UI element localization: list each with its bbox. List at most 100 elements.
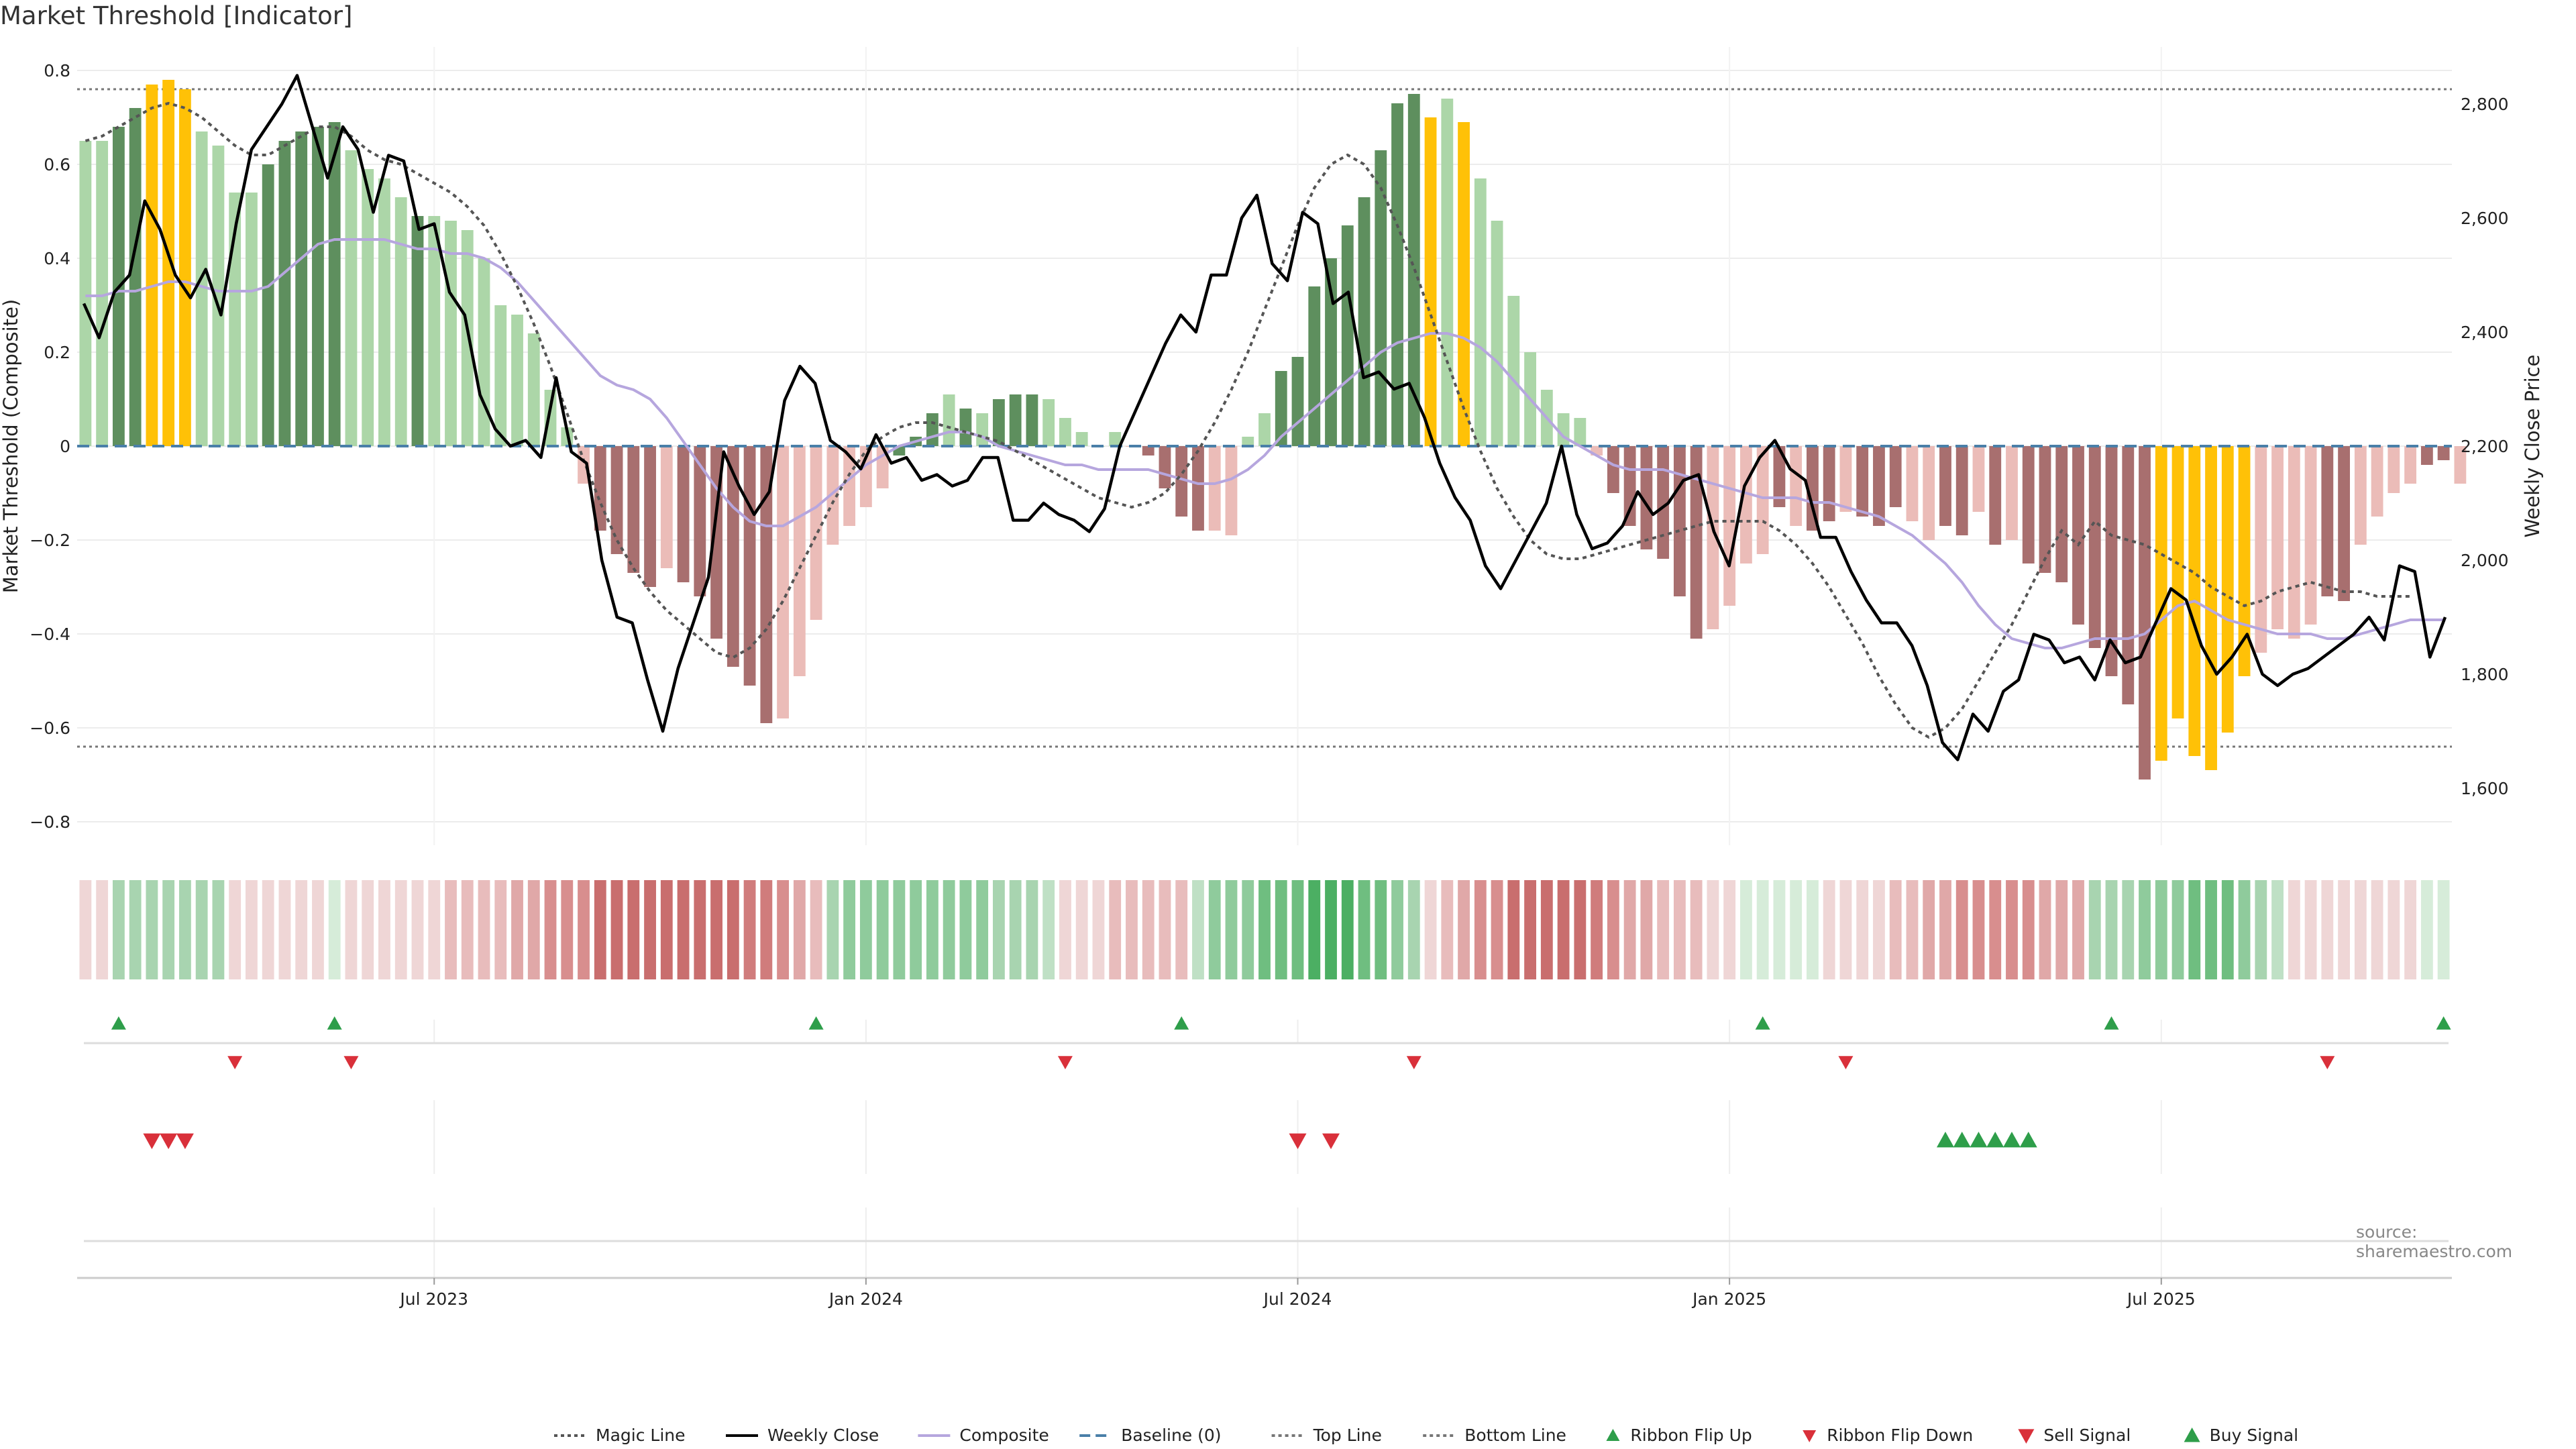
ribbon-cell — [1275, 880, 1287, 979]
y-tick-label-left: −0.8 — [30, 812, 70, 832]
ribbon-cell — [2255, 880, 2267, 979]
composite-bar — [1275, 371, 1287, 446]
composite-bar — [129, 108, 142, 446]
composite-bar — [743, 446, 756, 686]
ribbon-cell — [910, 880, 922, 979]
ribbon-cell — [777, 880, 790, 979]
y-tick-label-right: 2,200 — [2461, 437, 2509, 456]
composite-bar — [677, 446, 690, 582]
composite-bar — [1258, 413, 1271, 446]
composite-bar — [478, 258, 490, 446]
y-tick-label-right: 1,600 — [2461, 779, 2509, 798]
ribbon-flip-down-marker — [1838, 1056, 1854, 1069]
composite-bar — [2006, 446, 2018, 540]
ribbon-cell — [129, 880, 142, 979]
ribbon-cell — [494, 880, 507, 979]
ribbon-cell — [79, 880, 92, 979]
composite-bar — [2205, 446, 2217, 770]
composite-bar — [2088, 446, 2101, 648]
composite-bar — [660, 446, 673, 568]
ribbon-cell — [1939, 880, 1951, 979]
composite-bar — [527, 333, 540, 446]
ribbon-cell — [1873, 880, 1885, 979]
composite-bar — [1291, 357, 1304, 446]
composite-bar — [1391, 103, 1403, 446]
buy-signal-marker — [2019, 1132, 2037, 1148]
composite-bar — [2238, 446, 2251, 676]
composite-bar — [544, 390, 557, 446]
composite-bar — [2371, 446, 2383, 517]
ribbon-cell — [1823, 880, 1835, 979]
composite-bar — [2321, 446, 2334, 596]
composite-bar — [578, 446, 590, 484]
composite-bar — [810, 446, 822, 620]
composite-bar — [262, 164, 274, 446]
ribbon-cell — [1540, 880, 1553, 979]
composite-bar — [411, 216, 424, 446]
ribbon-cell — [2304, 880, 2317, 979]
ribbon-cell — [876, 880, 889, 979]
composite-bar — [1773, 446, 1786, 507]
composite-bar — [428, 216, 441, 446]
composite-bar — [1341, 225, 1354, 446]
composite-bar — [2139, 446, 2151, 780]
composite-bar — [1623, 446, 1636, 526]
composite-bar — [1807, 446, 1819, 531]
composite-bar — [312, 127, 324, 446]
composite-bar — [1923, 446, 1935, 540]
composite-bar — [295, 131, 308, 446]
legend-label: Bottom Line — [1464, 1426, 1566, 1445]
ribbon-cell — [843, 880, 856, 979]
composite-bar — [2304, 446, 2317, 625]
ribbon-flip-down-marker — [1057, 1056, 1073, 1069]
ribbon-cell — [2072, 880, 2084, 979]
ribbon-cell — [1707, 880, 1719, 979]
composite-bar — [1823, 446, 1835, 521]
composite-bar — [1175, 446, 1188, 517]
legend-marker-icon — [2018, 1429, 2035, 1444]
sell-signal-marker — [176, 1133, 194, 1149]
composite-bar — [494, 305, 507, 446]
chart-title: Market Threshold [Indicator] — [0, 1, 353, 30]
ribbon-cell — [993, 880, 1005, 979]
ribbon-cell — [1989, 880, 2002, 979]
ribbon-flip-up-marker — [2104, 1016, 2119, 1030]
composite-bar — [1159, 446, 1171, 488]
ribbon-cell — [1142, 880, 1155, 979]
ribbon-cell — [112, 880, 125, 979]
composite-bar — [2288, 446, 2300, 639]
composite-bar — [1906, 446, 1919, 521]
ribbon-cell — [1972, 880, 1985, 979]
ribbon-flip-down-marker — [1406, 1056, 1421, 1069]
ribbon-cell — [2420, 880, 2433, 979]
ribbon-cell — [2371, 880, 2383, 979]
ribbon-cell — [1739, 880, 1752, 979]
legend-label: Buy Signal — [2210, 1426, 2299, 1445]
ribbon-cell — [2171, 880, 2184, 979]
ribbon-cell — [926, 880, 938, 979]
composite-bar — [694, 446, 706, 596]
composite-bar — [445, 221, 457, 446]
ribbon-cell — [1839, 880, 1852, 979]
composite-bar — [976, 413, 989, 446]
ribbon-cell — [1607, 880, 1619, 979]
ribbon-cell — [2354, 880, 2367, 979]
composite-bar — [2155, 446, 2167, 761]
composite-bar — [2039, 446, 2051, 573]
ribbon-cell — [1109, 880, 1122, 979]
ribbon-cell — [1441, 880, 1454, 979]
ribbon-cell — [1889, 880, 1902, 979]
composite-bar — [2420, 446, 2433, 465]
ribbon-cell — [2039, 880, 2051, 979]
ribbon-cell — [627, 880, 640, 979]
composite-bar — [1075, 432, 1088, 446]
legend-marker-icon — [1803, 1430, 1817, 1442]
ribbon-cell — [694, 880, 706, 979]
ribbon-cell — [195, 880, 208, 979]
composite-bar — [212, 146, 225, 446]
ribbon-cell — [1291, 880, 1304, 979]
ribbon-cell — [1258, 880, 1271, 979]
composite-bar — [1458, 122, 1470, 446]
ribbon-cell — [295, 880, 308, 979]
ribbon-cell — [544, 880, 557, 979]
